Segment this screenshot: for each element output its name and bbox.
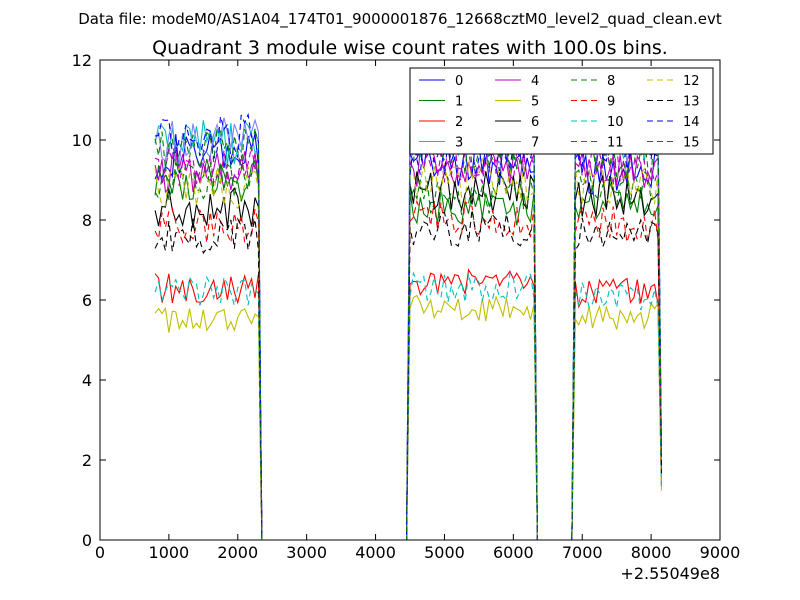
- legend-label: 10: [607, 115, 624, 130]
- x-tick-label: 7000: [562, 543, 603, 562]
- x-tick-label: 9000: [700, 543, 741, 562]
- legend-label: 15: [683, 136, 700, 151]
- x-tick-label: 3000: [286, 543, 327, 562]
- legend-label: 12: [683, 74, 700, 89]
- legend-label: 0: [455, 74, 463, 89]
- legend-label: 5: [531, 95, 539, 110]
- y-tick-label: 8: [82, 211, 92, 230]
- axis-ticks: 0 1000 2000 3000 4000 5000 6000 7000 8000 9000 0 2 4…: [72, 51, 741, 562]
- legend-label: 8: [607, 74, 615, 89]
- x-tick-label: 5000: [424, 543, 465, 562]
- x-tick-label: 0: [95, 543, 105, 562]
- y-tick-label: 4: [82, 371, 92, 390]
- series-line-12: [154, 158, 662, 541]
- legend-label: 9: [607, 95, 615, 110]
- y-tick-label: 6: [82, 291, 92, 310]
- legend-label: 11: [607, 136, 624, 151]
- series-line-13: [154, 209, 662, 541]
- x-tick-label: 2000: [217, 543, 258, 562]
- legend-label: 2: [455, 115, 463, 130]
- legend-label: 14: [683, 115, 700, 130]
- legend-label: 6: [531, 115, 539, 130]
- y-tick-label: 0: [82, 531, 92, 550]
- series-line-6: [154, 171, 662, 541]
- legend-label: 3: [455, 136, 463, 151]
- legend-label: 1: [455, 95, 463, 110]
- series-line-10: [154, 271, 662, 541]
- suptitle: Data file: modeM0/AS1A04_174T01_90000018…: [78, 10, 722, 29]
- legend-label: 4: [531, 74, 539, 89]
- x-tick-label: 4000: [355, 543, 396, 562]
- series-line-5: [154, 294, 662, 541]
- x-tick-label: 6000: [493, 543, 534, 562]
- chart-title: Quadrant 3 module wise count rates with …: [152, 37, 668, 59]
- series-line-11: [154, 136, 662, 541]
- y-tick-label: 12: [72, 51, 92, 70]
- legend-box: [409, 67, 714, 155]
- y-tick-label: 2: [82, 451, 92, 470]
- x-tick-label: 1000: [149, 543, 190, 562]
- series-line-9: [154, 199, 662, 541]
- y-tick-label: 10: [72, 131, 92, 150]
- x-offset-label: +2.55049e8: [620, 564, 720, 583]
- legend-label: 7: [531, 136, 539, 151]
- x-tick-label: 8000: [631, 543, 672, 562]
- legend-label: 13: [683, 95, 700, 110]
- plot-lines: [154, 108, 662, 541]
